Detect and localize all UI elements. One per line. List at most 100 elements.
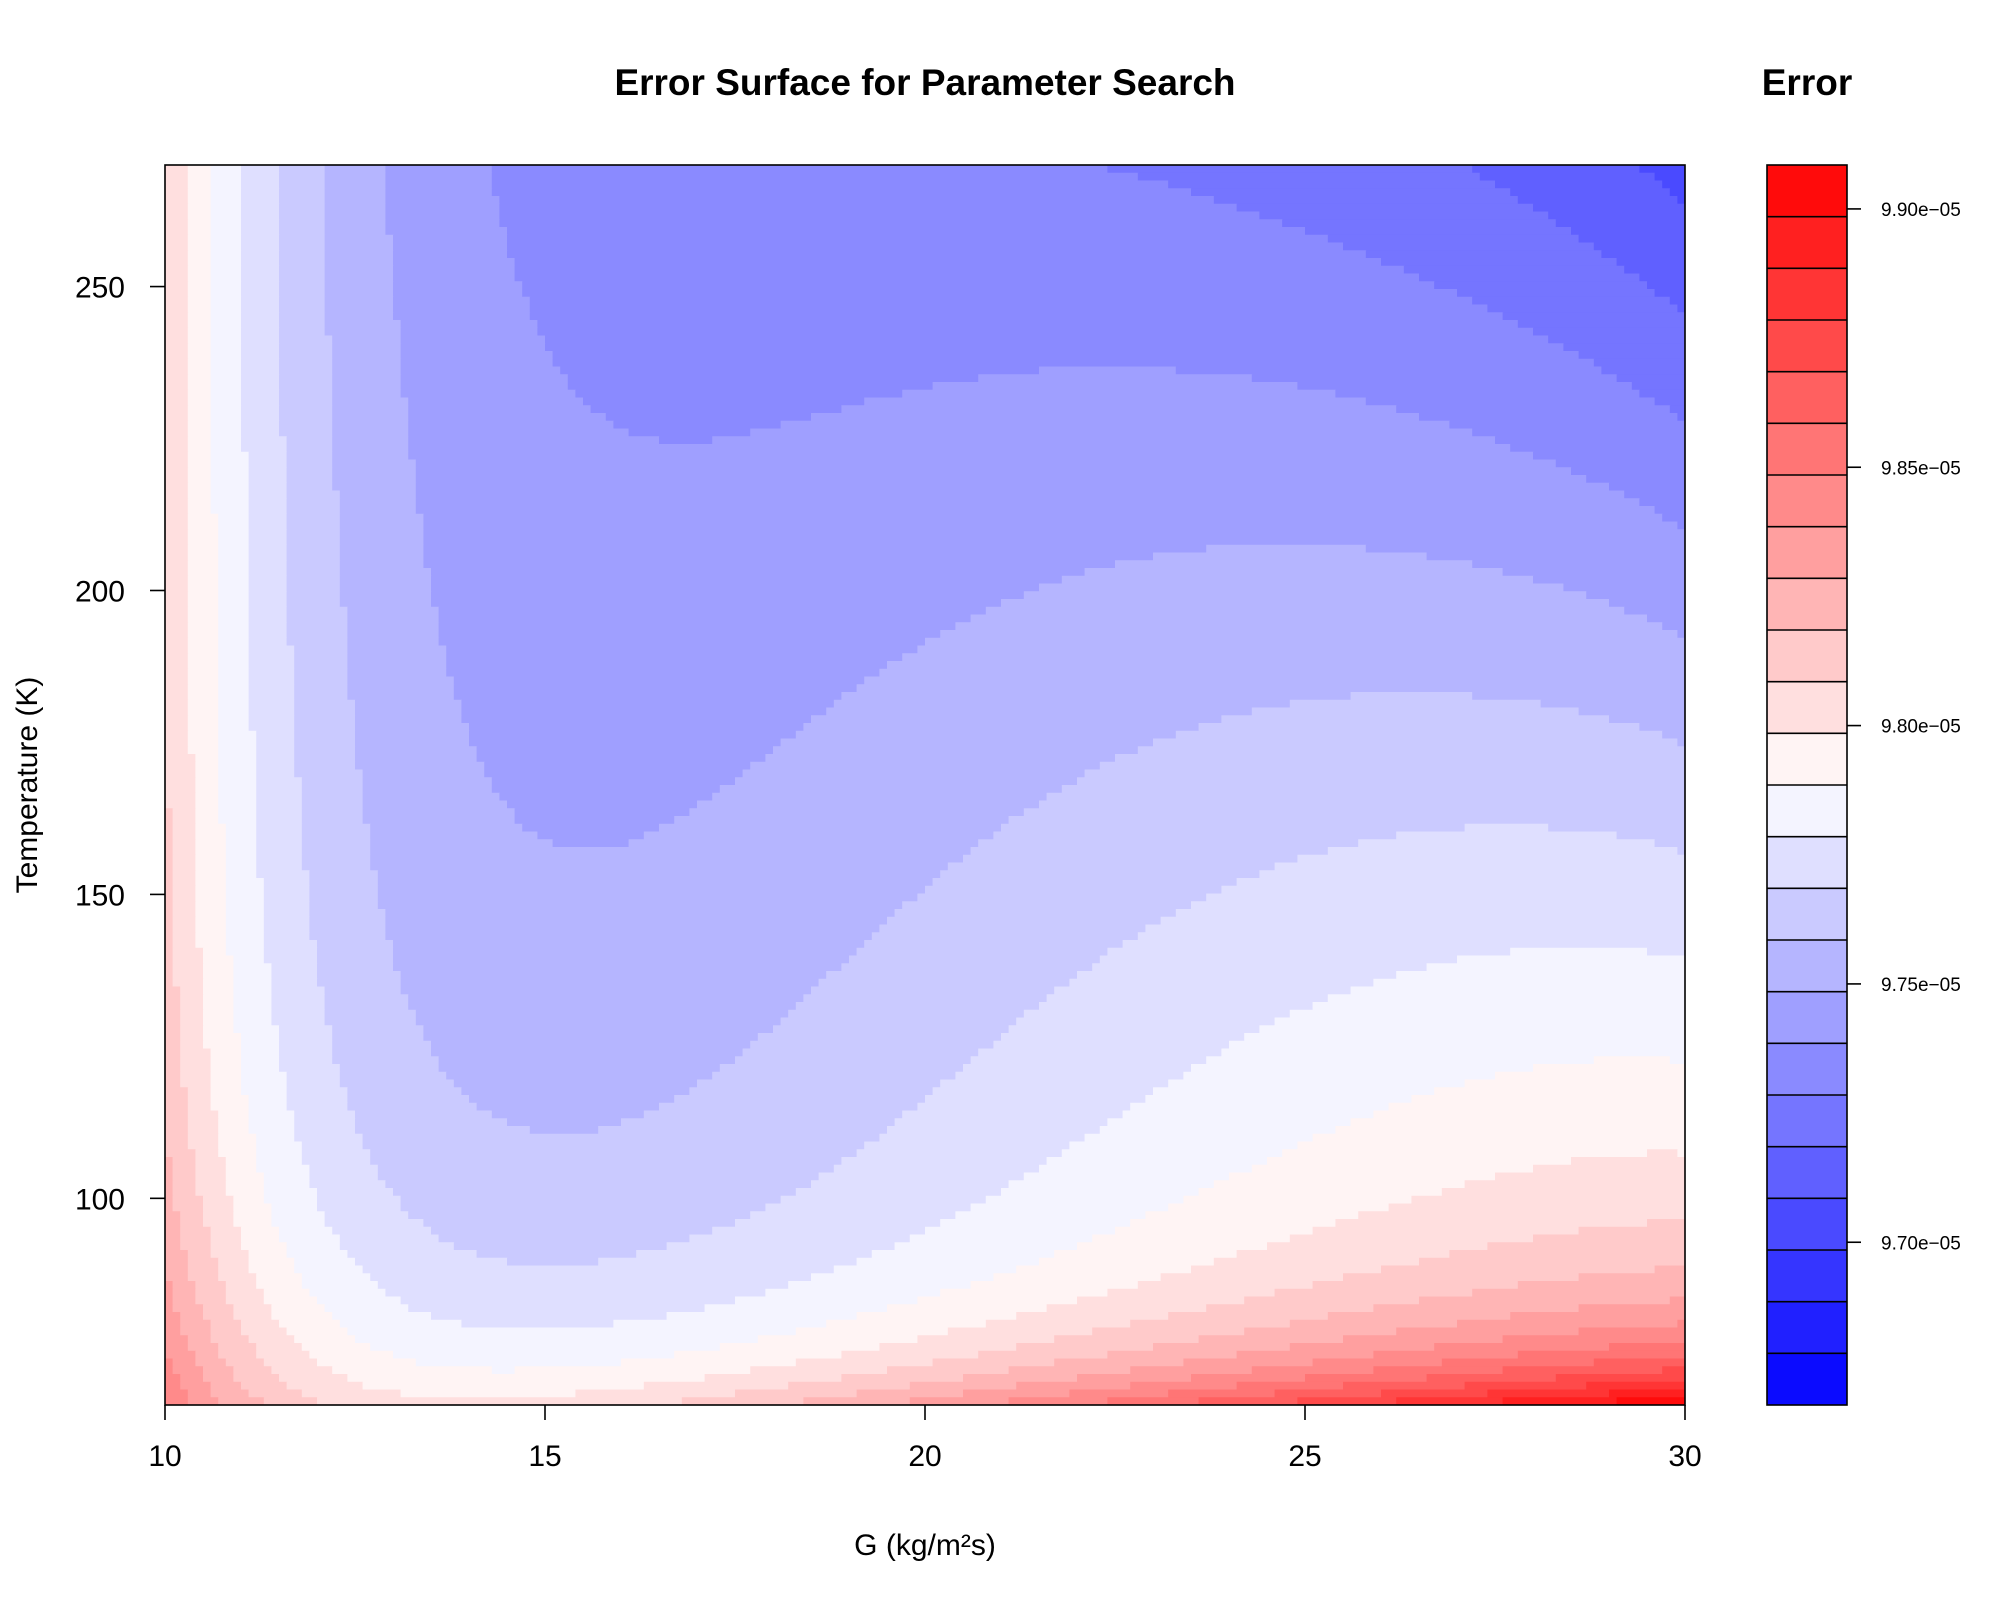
contour-cell [165,281,189,290]
contour-cell [165,645,189,654]
contour-cell [347,692,455,701]
contour-cell [393,1188,797,1197]
contour-cell [309,901,379,910]
contour-cell [165,1180,174,1189]
contour-cell [332,444,409,453]
contour-cell [963,1374,1078,1383]
contour-cell [1335,1219,1648,1228]
contour-cell [286,591,341,600]
contour-cell [841,405,1397,414]
contour-cell [233,1195,265,1205]
contour-cell [187,475,212,484]
contour-cell [248,544,288,554]
contour-cell [1084,568,1504,577]
contour-cell [377,893,918,902]
contour-cell [248,630,288,639]
contour-cell [241,304,280,313]
contour-cell [1168,1079,1466,1088]
contour-cell [1677,630,1685,639]
contour-cell [1373,1366,1504,1375]
contour-cell [894,1242,1078,1251]
contour-cell [1206,1056,1595,1065]
contour-cell [279,289,326,298]
contour-cell [393,289,523,298]
contour-cell [286,1327,348,1336]
contour-cell [301,1389,402,1398]
contour-cell [1464,823,1549,833]
contour-cell [241,219,280,228]
contour-cell [1191,1265,1382,1274]
contour-cell [795,730,1177,740]
contour-cell [1137,172,1481,182]
contour-cell [1130,1381,1238,1391]
contour-cell [286,482,333,492]
contour-cell [552,351,1580,360]
contour-cell [187,397,212,406]
contour-cell [210,436,242,445]
contour-cell [279,1319,341,1329]
contour-cell [279,327,326,337]
contour-cell [1533,1064,1685,1073]
contour-cell [218,653,250,662]
contour-cell [225,1164,257,1174]
contour-cell [279,219,326,228]
contour-cell [362,1141,865,1150]
contour-cell [1213,196,1519,205]
contour-cell [925,637,1685,647]
contour-cell [165,389,189,399]
contour-cell [423,521,1678,530]
contour-cell [241,258,280,267]
contour-cell [248,498,288,507]
contour-cell [241,382,280,391]
contour-cell [210,258,242,267]
contour-cell [286,1250,348,1259]
colorbar-swatch [1767,216,1847,269]
contour-cell [438,630,941,639]
contour-cell [431,1040,751,1050]
contour-cell [187,1102,212,1112]
contour-cell [317,955,394,964]
contour-cell [195,831,227,840]
contour-cell [507,234,1329,244]
contour-cell [210,490,250,499]
contour-cell [453,676,865,685]
contour-cell [438,637,926,647]
contour-cell [1631,382,1685,391]
x-axis-label: G (kg/m²s) [854,1529,996,1562]
contour-cell [165,451,189,461]
contour-cell [225,870,257,879]
contour-cell [347,668,447,678]
contour-cell [241,196,280,205]
contour-cell [218,684,250,693]
contour-cell [165,614,189,623]
contour-cell [233,963,272,972]
contour-cell [1115,560,1473,569]
contour-cell [491,1366,516,1375]
contour-cell [362,1133,881,1143]
contour-cell [856,1257,1040,1267]
contour-cell [218,537,250,546]
contour-cell [902,1110,1124,1119]
contour-cell [218,521,250,530]
contour-cell [165,1350,196,1360]
contour-cell [773,1025,1010,1034]
contour-cell [1008,1397,1108,1405]
contour-cell [165,1265,189,1274]
contour-cell [172,916,196,926]
contour-cell [453,1242,668,1251]
contour-cell [1016,1343,1154,1352]
contour-cell [1054,1358,1184,1367]
contour-cell [324,1219,424,1228]
contour-cell [347,1250,478,1259]
contour-cell [241,172,280,182]
contour-cell [347,637,440,647]
contour-cell [1411,1195,1685,1205]
contour-cell [165,653,189,662]
contour-cell [1274,1288,1473,1298]
contour-cell [545,343,1564,352]
contour-cell [172,1188,196,1197]
contour-cell [1008,1025,1260,1034]
contour-cell [165,878,174,887]
contour-cell [218,777,257,786]
